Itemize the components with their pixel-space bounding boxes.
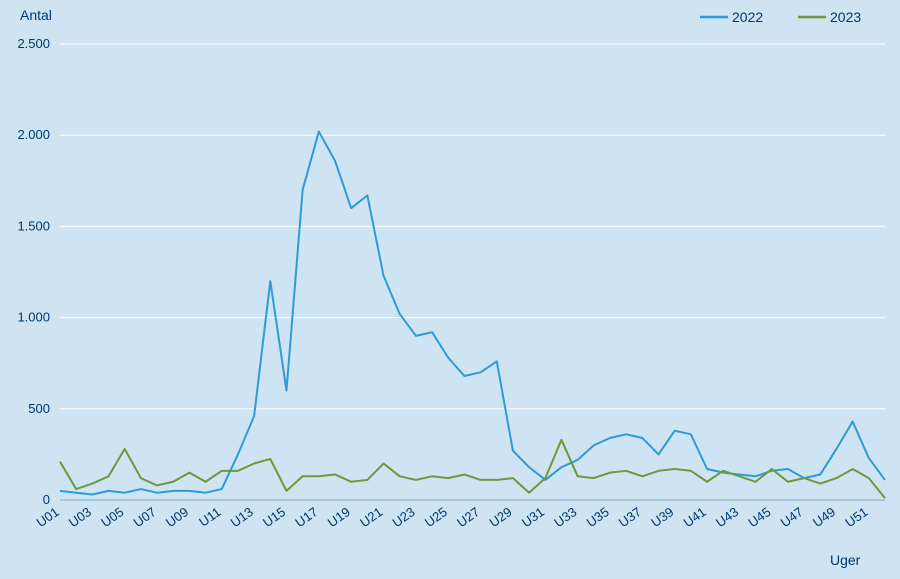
x-tick-label: U07 (131, 504, 159, 530)
x-tick-label: U17 (292, 504, 320, 530)
y-tick-label: 1.500 (17, 218, 50, 233)
x-tick-label: U03 (66, 504, 94, 530)
x-tick-label: U05 (98, 504, 126, 530)
x-tick-label: U29 (487, 504, 515, 530)
x-tick-label: U11 (196, 504, 223, 529)
x-tick-label: U37 (616, 504, 644, 530)
x-tick-label: U23 (389, 504, 417, 530)
y-tick-label: 1.000 (17, 310, 50, 325)
y-tick-label: 2.500 (17, 36, 50, 51)
legend-label-2022: 2022 (732, 9, 763, 25)
x-tick-label: U45 (745, 504, 773, 530)
x-tick-labels: U01U03U05U07U09U11U13U15U17U19U21U23U25U… (34, 504, 871, 530)
y-tick-label: 2.000 (17, 127, 50, 142)
x-tick-label: U43 (713, 504, 741, 530)
series-line-2023 (60, 440, 885, 498)
x-tick-label: U01 (34, 504, 62, 530)
x-tick-label: U25 (422, 504, 450, 530)
x-tick-label: U35 (584, 504, 612, 530)
x-tick-label: U21 (357, 504, 385, 530)
series-line-2022 (60, 132, 885, 495)
x-tick-label: U13 (228, 504, 256, 530)
y-tick-label: 500 (28, 401, 50, 416)
legend: 2022 2023 (700, 9, 861, 25)
x-tick-label: U47 (778, 504, 806, 530)
x-tick-label: U09 (163, 504, 191, 530)
x-tick-label: U27 (454, 504, 482, 530)
x-tick-label: U39 (648, 504, 676, 530)
y-tick-labels: 0 500 1.000 1.500 2.000 2.500 (17, 36, 50, 507)
line-chart: Antal 0 500 1.000 1.500 2.000 2.500 U01U03U05… (0, 0, 900, 579)
x-tick-label: U33 (551, 504, 579, 530)
x-tick-label: U49 (810, 504, 838, 530)
x-tick-label: U51 (842, 504, 870, 530)
x-tick-label: U19 (325, 504, 353, 530)
y-gridlines (60, 44, 885, 409)
x-tick-label: U15 (260, 504, 288, 530)
x-tick-label: U31 (519, 504, 547, 530)
y-tick-label: 0 (43, 492, 50, 507)
y-axis-title: Antal (20, 7, 52, 23)
x-tick-label: U41 (681, 504, 709, 530)
x-axis-title: Uger (830, 552, 861, 568)
legend-label-2023: 2023 (830, 9, 861, 25)
series-group (60, 132, 885, 499)
